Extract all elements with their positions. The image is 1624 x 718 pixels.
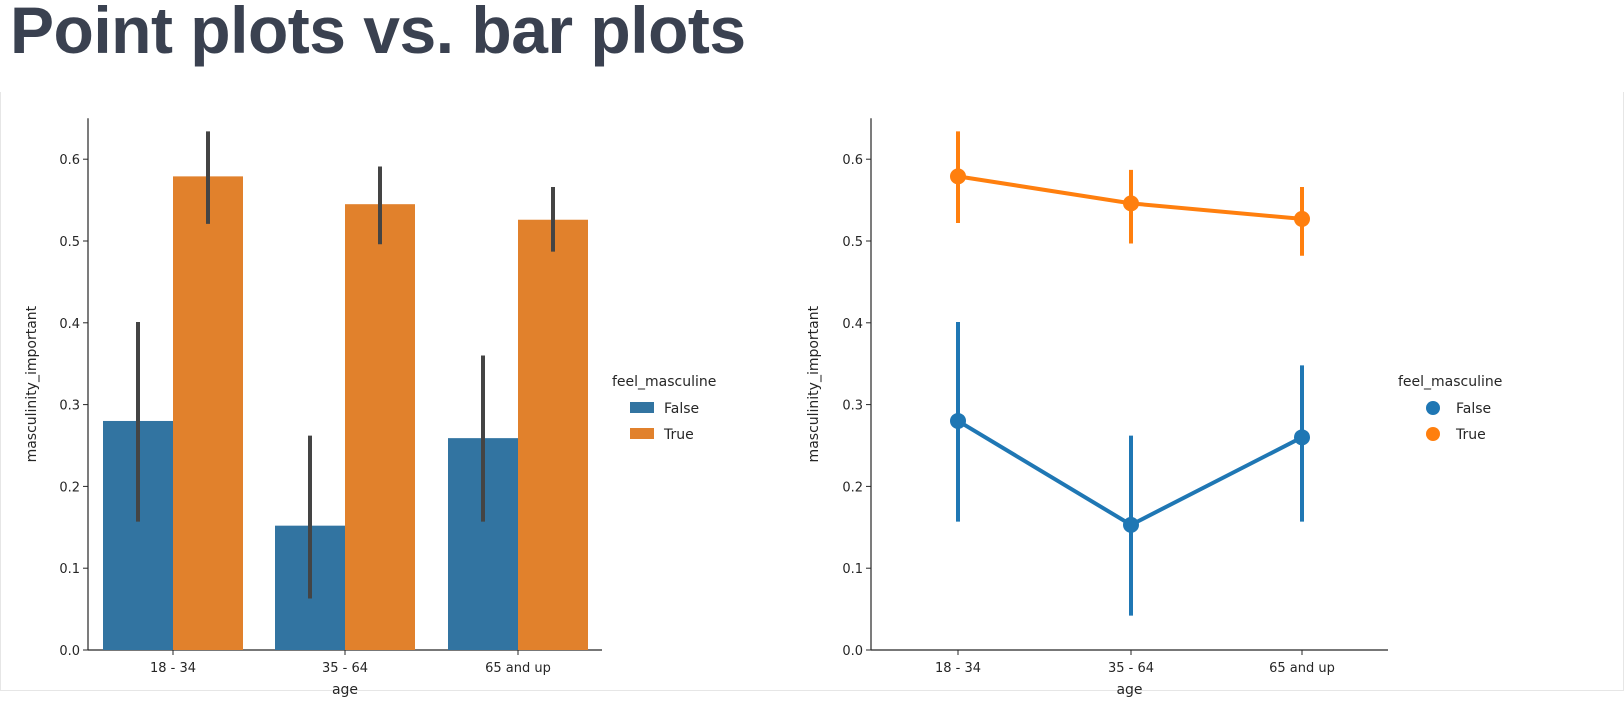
legend-marker: [1426, 427, 1440, 441]
legend-title: feel_masculine: [612, 374, 716, 390]
legend-label: False: [1456, 401, 1491, 417]
y-tick-label: 0.5: [59, 235, 80, 250]
y-tick-label: 0.4: [842, 317, 863, 332]
legend-label: False: [664, 401, 699, 417]
x-tick-label: 65 and up: [485, 661, 551, 676]
x-tick-label: 35 - 64: [322, 661, 368, 676]
legend-swatch: [630, 428, 654, 439]
x-axis-label: age: [332, 682, 358, 698]
x-axis-label: age: [1116, 682, 1142, 698]
x-tick-label: 18 - 34: [150, 661, 196, 676]
y-axis-label: masculinity_important: [806, 305, 822, 462]
y-tick-label: 0.5: [842, 235, 863, 250]
y-tick-label: 0.3: [59, 399, 80, 414]
point-true: [1123, 195, 1139, 212]
y-tick-label: 0.1: [59, 562, 80, 577]
legend-marker: [1426, 401, 1440, 415]
y-tick-label: 0.1: [842, 562, 863, 577]
point-true: [950, 168, 966, 185]
y-tick-label: 0.0: [59, 644, 80, 659]
x-tick-label: 18 - 34: [935, 661, 981, 676]
y-tick-label: 0.0: [842, 644, 863, 659]
point-false: [950, 412, 966, 429]
bar-true: [518, 219, 588, 650]
x-tick-label: 35 - 64: [1108, 661, 1154, 676]
y-tick-label: 0.4: [59, 317, 80, 332]
bar-true: [173, 176, 243, 651]
bar-true: [345, 204, 415, 650]
y-tick-label: 0.3: [842, 399, 863, 414]
point-false: [1123, 516, 1139, 533]
y-tick-label: 0.2: [842, 480, 863, 495]
y-tick-label: 0.6: [59, 153, 80, 168]
legend-label: True: [663, 427, 694, 443]
point-true: [1294, 210, 1310, 227]
legend-title: feel_masculine: [1398, 374, 1502, 390]
legend-swatch: [630, 402, 654, 413]
legend-label: True: [1455, 427, 1486, 443]
y-tick-label: 0.6: [842, 153, 863, 168]
point-false: [1294, 429, 1310, 446]
x-tick-label: 65 and up: [1269, 661, 1335, 676]
y-axis-label: masculinity_important: [24, 305, 40, 462]
page-title: Point plots vs. bar plots: [10, 0, 746, 67]
y-tick-label: 0.2: [59, 480, 80, 495]
